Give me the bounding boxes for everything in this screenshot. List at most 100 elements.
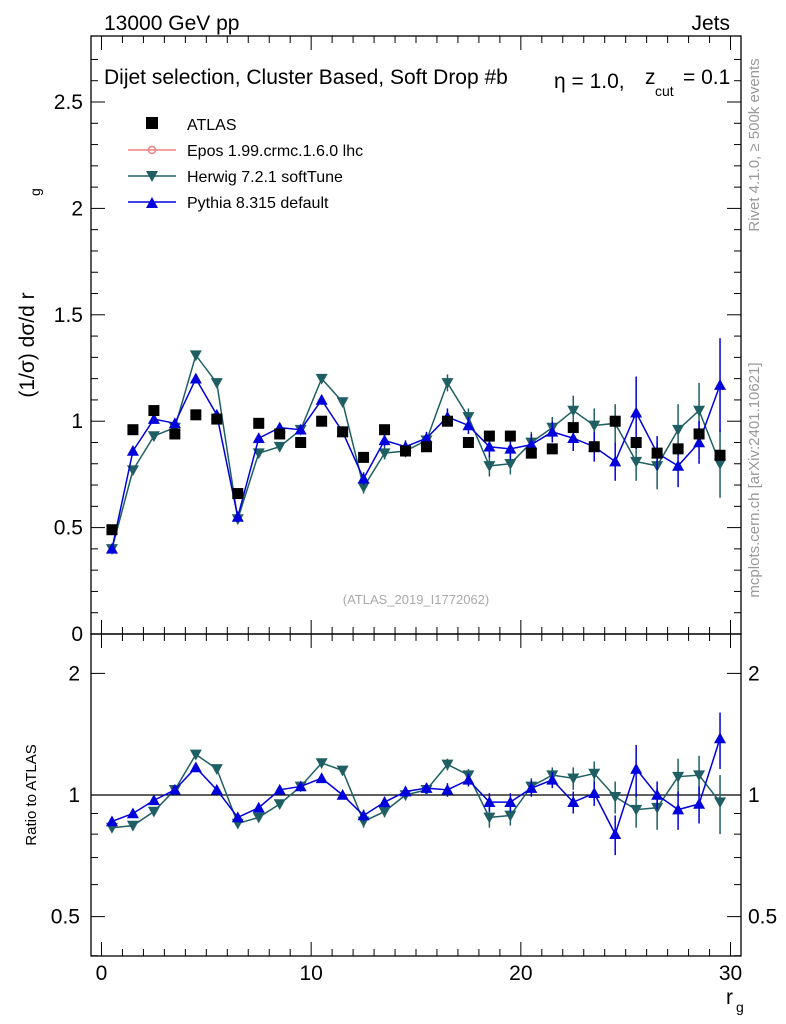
herwig-ratio-point <box>126 820 139 832</box>
atlas-point <box>525 447 537 459</box>
herwig-ratio-point <box>273 799 286 810</box>
atlas-point <box>337 426 349 438</box>
herwig-point <box>567 405 580 417</box>
pythia-ratio-point <box>168 783 181 795</box>
atlas-point <box>127 424 139 436</box>
pythia-ratio-point <box>273 783 286 795</box>
atlas-point <box>672 443 684 455</box>
legend: ATLAS Epos 1.99.crmc.1.6.0 lhc Herwig 7.… <box>128 117 363 212</box>
legend-pythia-label: Pythia 8.315 default <box>187 195 329 212</box>
atlas-point <box>483 430 495 442</box>
atlas-point <box>106 524 118 536</box>
herwig-point <box>441 378 454 389</box>
atlas-point <box>358 451 370 463</box>
pythia-ratio-point <box>210 783 223 795</box>
herwig-ratio-point <box>336 765 349 777</box>
pythia-point <box>483 440 496 452</box>
atlas-point <box>462 436 474 448</box>
pythia-point <box>693 436 706 448</box>
pythia-ratio-point <box>630 762 643 774</box>
herwig-point <box>630 456 643 468</box>
herwig-point <box>714 458 727 470</box>
pythia-ratio-point <box>546 773 559 785</box>
atlas-point <box>504 430 516 442</box>
ratio-y-tick-label-right: 0.5 <box>748 906 777 929</box>
top-ylabel-subscript: g <box>27 188 43 196</box>
atlas-point <box>169 428 181 440</box>
herwig-point <box>483 461 496 472</box>
legend-atlas-marker <box>146 117 158 129</box>
legend-epos-marker <box>147 145 157 155</box>
analysis-watermark: (ATLAS_2019_I1772062) <box>343 592 489 607</box>
pythia-point <box>420 432 433 444</box>
ratio-y-tick-label: 1 <box>68 784 80 807</box>
herwig-point <box>147 431 160 443</box>
zcut-value: = 0.1 <box>683 66 730 89</box>
top-y-tick-label: 1 <box>71 410 83 433</box>
pythia-ratio-point <box>672 803 685 815</box>
top-y-tick-label: 2 <box>71 197 83 220</box>
atlas-point <box>148 405 160 417</box>
mcplots-text: mcplots.cern.ch [arXiv:2401.10621] <box>746 362 763 597</box>
legend-herwig-marker <box>146 171 158 182</box>
herwig-ratio-point <box>588 768 601 780</box>
pythia-line <box>111 377 721 550</box>
ratio-ylabel-text: Ratio to ATLAS <box>23 744 40 845</box>
ratio-y-tick-label-right: 2 <box>748 662 760 685</box>
pythia-ratio-point <box>441 783 454 795</box>
x-tick-label: 10 <box>299 962 322 985</box>
herwig-ratio-point <box>483 812 496 824</box>
top-y-tick-label: 0.5 <box>54 517 83 540</box>
atlas-point <box>441 415 453 427</box>
herwig-point <box>588 420 601 432</box>
x-tick-label: 30 <box>719 962 742 985</box>
axis-ticks <box>91 36 741 957</box>
atlas-point <box>295 436 307 448</box>
pythia-point <box>462 419 475 431</box>
pythia-ratio-point <box>252 801 265 813</box>
rivet-text: Rivet 4.1.0, ≥ 500k events <box>746 58 763 231</box>
top-panel-data <box>105 338 727 555</box>
atlas-point <box>316 415 328 427</box>
ratio-y-tick-label: 2 <box>68 662 80 685</box>
pythia-point <box>294 423 307 435</box>
herwig-ratio-point <box>147 806 160 818</box>
pythia-ratio-point <box>294 780 307 792</box>
ratio-y-tick-label-right: 1 <box>748 784 760 807</box>
header-left: 13000 GeV pp <box>104 12 239 35</box>
pythia-ratio-point <box>399 785 412 797</box>
herwig-point <box>210 378 223 389</box>
atlas-point <box>546 443 558 455</box>
header-right: Jets <box>691 12 730 35</box>
pythia-point <box>357 472 370 484</box>
pythia-ratio-point <box>714 732 727 744</box>
pythia-ratio-point <box>147 794 160 806</box>
rivet-label: Rivet 4.1.0, ≥ 500k events <box>746 58 763 231</box>
herwig-point <box>378 448 391 460</box>
xlabel-subscript: g <box>736 999 744 1015</box>
pythia-ratio-point <box>126 807 139 819</box>
ratio-ylabel: Ratio to ATLAS <box>23 744 40 845</box>
pythia-point <box>189 372 202 384</box>
atlas-point <box>253 417 265 429</box>
herwig-ratio-point <box>693 770 706 782</box>
herwig-point <box>273 441 286 453</box>
pythia-ratio-point <box>189 761 202 773</box>
selection-text: Dijet selection, Cluster Based, Soft Dro… <box>104 66 508 89</box>
pythia-ratio-point <box>336 789 349 800</box>
top-y-tick-label: 0 <box>71 623 83 646</box>
legend-herwig-label: Herwig 7.2.1 softTune <box>187 169 343 186</box>
pythia-point <box>504 442 517 454</box>
ratio-panel-data <box>105 712 727 856</box>
atlas-point <box>232 488 244 500</box>
herwig-point <box>336 397 349 409</box>
herwig-ratio-point <box>441 759 454 771</box>
pythia-ratio-point <box>567 796 580 807</box>
pythia-ratio-line <box>111 738 721 837</box>
top-ylabel-subscript-group: g <box>27 188 43 196</box>
atlas-point <box>420 441 432 453</box>
herwig-ratio-point <box>252 812 265 824</box>
top-y-tick-label: 2.5 <box>54 91 83 114</box>
pythia-ratio-point <box>483 796 496 807</box>
